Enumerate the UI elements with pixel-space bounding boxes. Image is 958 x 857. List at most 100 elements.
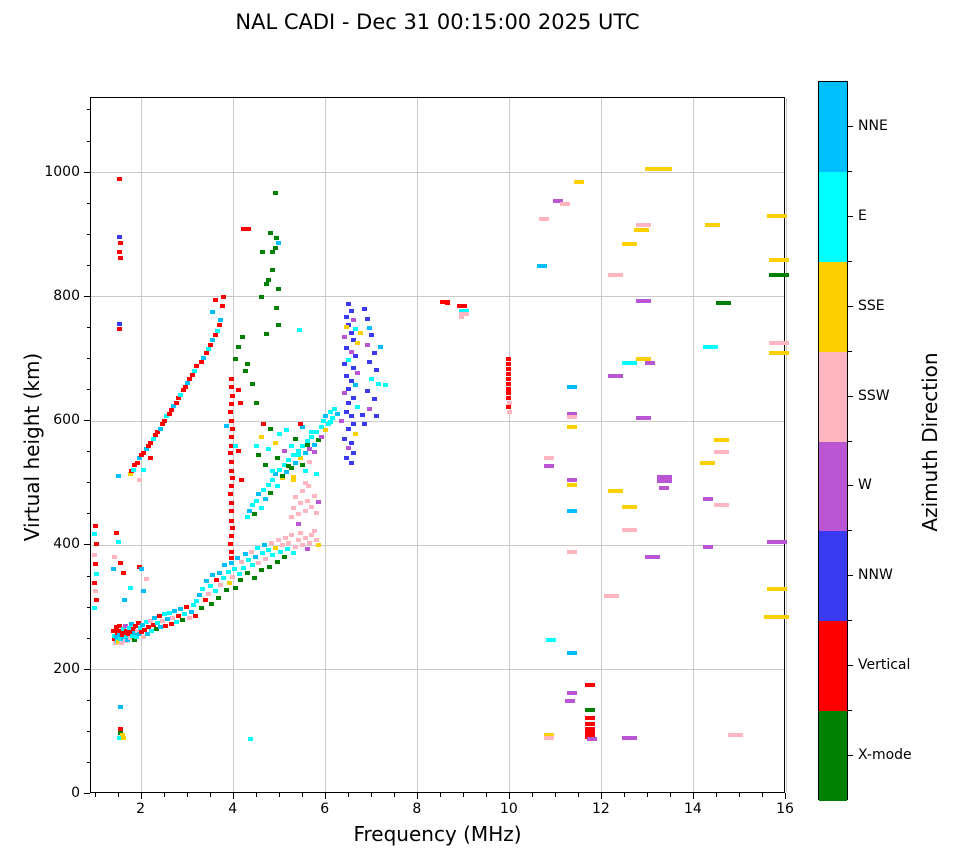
data-point: [178, 606, 184, 611]
data-point: [702, 344, 718, 349]
data-point: [143, 620, 149, 625]
y-tick-label: 800: [53, 287, 80, 304]
data-point: [203, 350, 209, 355]
data-point: [293, 461, 299, 466]
data-point: [635, 299, 651, 304]
data-point: [229, 476, 235, 481]
data-point: [302, 451, 308, 456]
data-point: [258, 506, 264, 511]
data-point: [378, 344, 384, 349]
data-point: [279, 473, 285, 478]
data-point: [132, 631, 138, 636]
data-point: [153, 627, 159, 632]
colorbar-boundary-tick: [848, 170, 852, 172]
data-point: [311, 442, 317, 447]
data-point: [543, 732, 554, 737]
data-point: [120, 736, 126, 741]
data-point: [112, 554, 118, 559]
x-tick: [186, 793, 188, 797]
data-point: [93, 562, 99, 567]
y-tick-label: 400: [53, 536, 80, 553]
colorbar-tick-label: SSE: [858, 297, 885, 314]
data-point: [258, 294, 264, 299]
gridline: [693, 98, 695, 792]
data-point: [135, 621, 141, 626]
y-tick: [86, 389, 90, 391]
data-point: [92, 580, 98, 585]
data-point: [254, 400, 260, 405]
data-point: [362, 422, 368, 427]
data-point: [348, 330, 354, 335]
data-point: [226, 580, 232, 585]
data-point: [316, 543, 322, 548]
gridline: [325, 98, 327, 792]
colorbar-tick: [848, 575, 853, 577]
data-point: [210, 573, 216, 578]
data-point: [205, 591, 211, 596]
data-point: [229, 394, 235, 399]
data-point: [274, 484, 280, 489]
data-point: [656, 475, 672, 480]
data-point: [348, 461, 354, 466]
colorbar-boundary-tick: [848, 350, 852, 352]
data-point: [272, 440, 278, 445]
data-point: [129, 633, 135, 638]
colorbar-segment: [819, 531, 847, 622]
data-point: [260, 250, 266, 255]
data-point: [622, 361, 637, 366]
data-point: [159, 422, 165, 427]
data-point: [141, 635, 147, 640]
data-point: [346, 426, 352, 431]
data-point: [249, 563, 255, 568]
data-point: [276, 286, 282, 291]
data-point: [117, 624, 123, 629]
x-axis-label: Frequency (MHz): [353, 822, 522, 846]
data-point: [353, 327, 359, 332]
x-tick: [370, 793, 372, 797]
data-point: [117, 327, 123, 332]
data-point: [229, 574, 235, 579]
gridline: [601, 98, 603, 792]
data-point: [373, 368, 379, 373]
data-point: [208, 343, 214, 348]
y-tick: [84, 295, 90, 297]
y-tick: [86, 109, 90, 111]
data-point: [123, 623, 129, 628]
data-point: [373, 414, 379, 419]
data-point: [185, 380, 191, 385]
data-point: [155, 430, 161, 435]
data-point: [192, 369, 198, 374]
data-point: [136, 456, 142, 461]
data-point: [251, 575, 257, 580]
x-tick: [94, 793, 96, 797]
data-point: [117, 632, 123, 637]
data-point: [314, 471, 320, 476]
colorbar: [818, 81, 848, 801]
y-tick: [86, 140, 90, 142]
data-point: [288, 515, 294, 520]
data-point: [180, 618, 186, 622]
data-point: [297, 456, 303, 461]
data-point: [119, 732, 125, 737]
data-point: [116, 640, 122, 645]
data-point: [265, 482, 271, 487]
data-point: [339, 419, 345, 424]
data-point: [348, 308, 354, 313]
data-point: [143, 447, 149, 452]
gridline: [91, 172, 784, 174]
data-point: [566, 384, 577, 389]
data-point: [152, 432, 158, 437]
data-point: [295, 512, 301, 517]
x-tick: [255, 793, 257, 797]
gridline: [91, 669, 784, 671]
colorbar-segment: [819, 711, 847, 801]
data-point: [327, 409, 333, 414]
data-point: [330, 416, 336, 421]
data-point: [357, 330, 363, 335]
y-tick: [84, 793, 90, 794]
data-point: [244, 515, 250, 520]
data-point: [346, 358, 352, 363]
data-point: [346, 302, 352, 307]
data-point: [273, 306, 279, 311]
x-tick: [324, 793, 326, 799]
